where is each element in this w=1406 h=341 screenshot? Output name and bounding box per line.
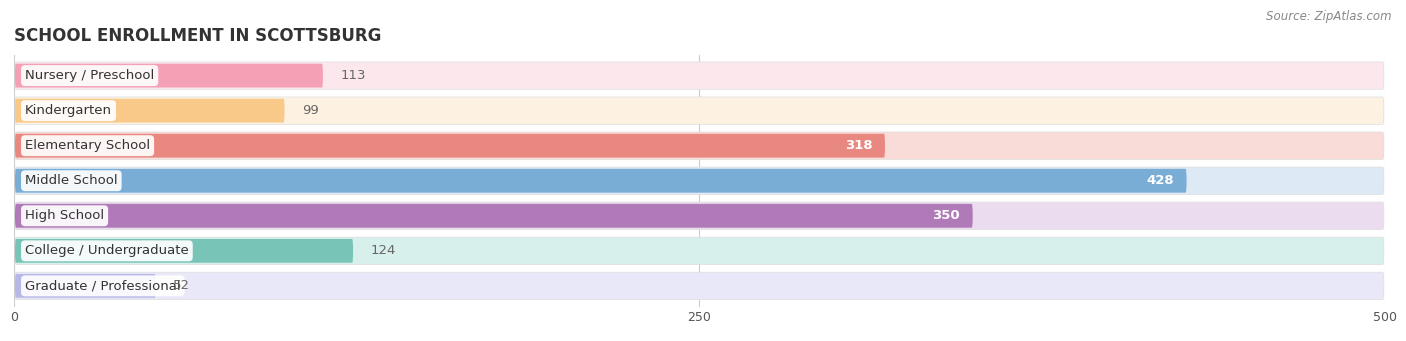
- Text: Nursery / Preschool: Nursery / Preschool: [25, 69, 155, 82]
- Text: 350: 350: [932, 209, 960, 222]
- FancyBboxPatch shape: [15, 64, 323, 88]
- Text: Source: ZipAtlas.com: Source: ZipAtlas.com: [1267, 10, 1392, 23]
- FancyBboxPatch shape: [15, 169, 1187, 193]
- Text: Elementary School: Elementary School: [25, 139, 150, 152]
- Text: Middle School: Middle School: [25, 174, 118, 187]
- Text: 113: 113: [340, 69, 366, 82]
- FancyBboxPatch shape: [15, 167, 1384, 194]
- Text: 52: 52: [173, 279, 190, 292]
- Text: High School: High School: [25, 209, 104, 222]
- Text: Graduate / Professional: Graduate / Professional: [25, 279, 180, 292]
- Text: SCHOOL ENROLLMENT IN SCOTTSBURG: SCHOOL ENROLLMENT IN SCOTTSBURG: [14, 27, 381, 45]
- Text: College / Undergraduate: College / Undergraduate: [25, 244, 188, 257]
- FancyBboxPatch shape: [15, 202, 1384, 229]
- FancyBboxPatch shape: [15, 237, 1384, 265]
- FancyBboxPatch shape: [15, 97, 1384, 124]
- Text: 318: 318: [845, 139, 872, 152]
- Text: 99: 99: [302, 104, 319, 117]
- Text: Kindergarten: Kindergarten: [25, 104, 112, 117]
- Text: 124: 124: [371, 244, 396, 257]
- FancyBboxPatch shape: [15, 134, 884, 158]
- FancyBboxPatch shape: [15, 204, 973, 228]
- FancyBboxPatch shape: [15, 272, 1384, 299]
- Text: 428: 428: [1146, 174, 1174, 187]
- FancyBboxPatch shape: [15, 274, 156, 298]
- FancyBboxPatch shape: [15, 239, 353, 263]
- FancyBboxPatch shape: [15, 99, 284, 122]
- FancyBboxPatch shape: [15, 62, 1384, 89]
- FancyBboxPatch shape: [15, 132, 1384, 159]
